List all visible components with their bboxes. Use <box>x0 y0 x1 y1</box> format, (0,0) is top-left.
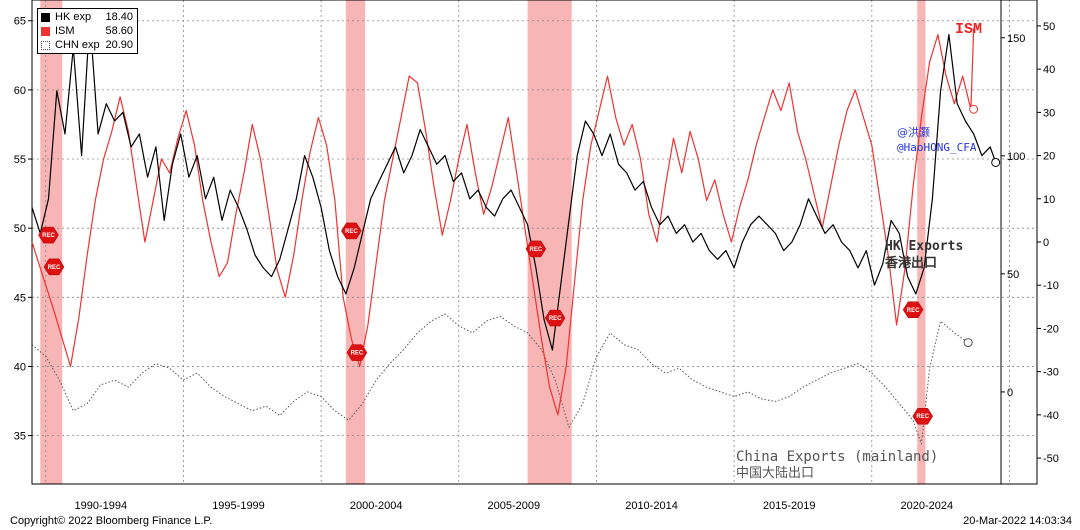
recession-band-3 <box>917 0 926 484</box>
outer-tick-label-9: 40 <box>1043 64 1055 76</box>
x-tick-label-5: 2015-2019 <box>763 500 816 512</box>
rec-marker-label-3: REC <box>351 351 364 357</box>
x-tick-label-4: 2010-2014 <box>625 500 678 512</box>
legend-item-chn: CHN exp 20.90 <box>41 38 133 52</box>
rec-marker-label-7: REC <box>916 414 929 420</box>
ism-annotation: ISM <box>955 21 982 38</box>
x-tick-label-2: 2000-2004 <box>350 500 403 512</box>
inner-tick-label-3: 150 <box>1007 33 1025 45</box>
rec-marker-7 <box>912 407 934 425</box>
end-marker-1 <box>969 104 979 114</box>
series-lines <box>31 16 1001 445</box>
rec-marker-label-0: REC <box>42 233 55 239</box>
rec-marker-2 <box>341 222 362 240</box>
x-tick-label-3: 2005-2009 <box>488 500 541 512</box>
left-tick-label-50: 50 <box>14 223 26 235</box>
copyright-text: Copyright© 2022 Bloomberg Finance L.P. <box>10 515 213 527</box>
series-line-chn-exp <box>31 313 969 445</box>
recession-band-1 <box>345 0 366 484</box>
outer-tick-label-7: 20 <box>1043 151 1055 163</box>
rec-marker-label-6: REC <box>907 308 920 314</box>
series-line-hk-exp <box>31 16 997 351</box>
x-tick-label-0: 1990-1994 <box>75 500 128 512</box>
gridlines <box>32 0 1037 484</box>
rec-marker-label-1: REC <box>48 265 61 271</box>
end-marker-2 <box>963 338 973 348</box>
outer-tick-label-8: 30 <box>1043 107 1055 119</box>
rec-marker-label-2: REC <box>345 229 358 235</box>
left-tick-label-65: 65 <box>14 16 26 28</box>
rec-markers: REC REC REC REC REC REC REC REC <box>38 222 934 425</box>
recession-bands <box>40 0 926 484</box>
rec-marker-5 <box>544 309 566 327</box>
legend-value-hk: 18.40 <box>105 11 133 23</box>
rec-marker-4 <box>525 240 547 258</box>
left-tick-label-60: 60 <box>14 85 26 97</box>
china-exports-label: China Exports (mainland) <box>736 449 938 465</box>
rec-marker-6 <box>902 301 924 319</box>
legend-value-chn: 20.90 <box>105 39 133 51</box>
inner-tick-label-0: 0 <box>1007 387 1013 399</box>
outer-tick-label-6: 10 <box>1043 194 1055 206</box>
legend-value-ism: 58.60 <box>105 25 133 37</box>
inner-tick-label-2: 100 <box>1007 151 1025 163</box>
inner-tick-label-1: 50 <box>1007 269 1019 281</box>
legend-label-ism: ISM <box>55 25 75 37</box>
left-tick-label-40: 40 <box>14 361 26 373</box>
rec-marker-1 <box>43 258 65 276</box>
china-exports-cn-label: 中国大陆出口 <box>736 465 814 481</box>
left-tick-label-45: 45 <box>14 292 26 304</box>
legend-swatch-hk <box>41 12 50 22</box>
left-tick-label-35: 35 <box>14 431 26 443</box>
left-tick-label-55: 55 <box>14 154 26 166</box>
outer-tick-label-2: -30 <box>1043 367 1059 379</box>
axis-ticks: 35 40 45 50 55 60 65 -50 -40 -30 -20 -10 0 10 20 30 40 50… <box>14 16 1059 512</box>
watermark-line2: @HaoHONG_CFA <box>897 141 977 154</box>
x-tick-label-1: 1995-1999 <box>212 500 265 512</box>
legend-item-ism: ISM 58.60 <box>41 24 133 38</box>
legend-label-hk: HK exp <box>55 11 92 23</box>
rec-marker-label-4: REC <box>530 247 543 253</box>
outer-tick-label-4: -10 <box>1043 280 1059 292</box>
legend-swatch-chn <box>41 40 50 50</box>
legend-label-chn: CHN exp <box>55 39 100 51</box>
hk-exports-cn-label: 香港出口 <box>884 255 937 271</box>
outer-tick-label-3: -20 <box>1043 323 1059 335</box>
rec-marker-3 <box>346 344 368 361</box>
hk-exports-label: HK Exports <box>885 239 963 254</box>
rec-marker-0 <box>38 226 59 244</box>
outer-tick-label-1: -40 <box>1043 410 1059 422</box>
series-line-ism <box>31 27 975 416</box>
outer-tick-label-10: 50 <box>1043 21 1055 33</box>
outer-tick-label-5: 0 <box>1043 237 1049 249</box>
outer-tick-label-0: -50 <box>1043 453 1059 465</box>
x-tick-label-6: 2020-2024 <box>901 500 954 512</box>
legend-swatch-ism <box>41 26 50 36</box>
end-marker-0 <box>991 157 1001 167</box>
timestamp-text: 20-Mar-2022 14:03:34 <box>963 515 1072 527</box>
legend: HK exp 18.40 ISM 58.60 CHN exp 20.90 <box>37 8 138 54</box>
watermark-line1: @洪灏 <box>897 125 930 139</box>
legend-item-hk: HK exp 18.40 <box>41 10 133 24</box>
rec-marker-label-5: REC <box>549 316 562 322</box>
annotations: ISM @洪灏 @HaoHONG_CFA HK Exports 香港出口 Chi… <box>736 21 982 481</box>
